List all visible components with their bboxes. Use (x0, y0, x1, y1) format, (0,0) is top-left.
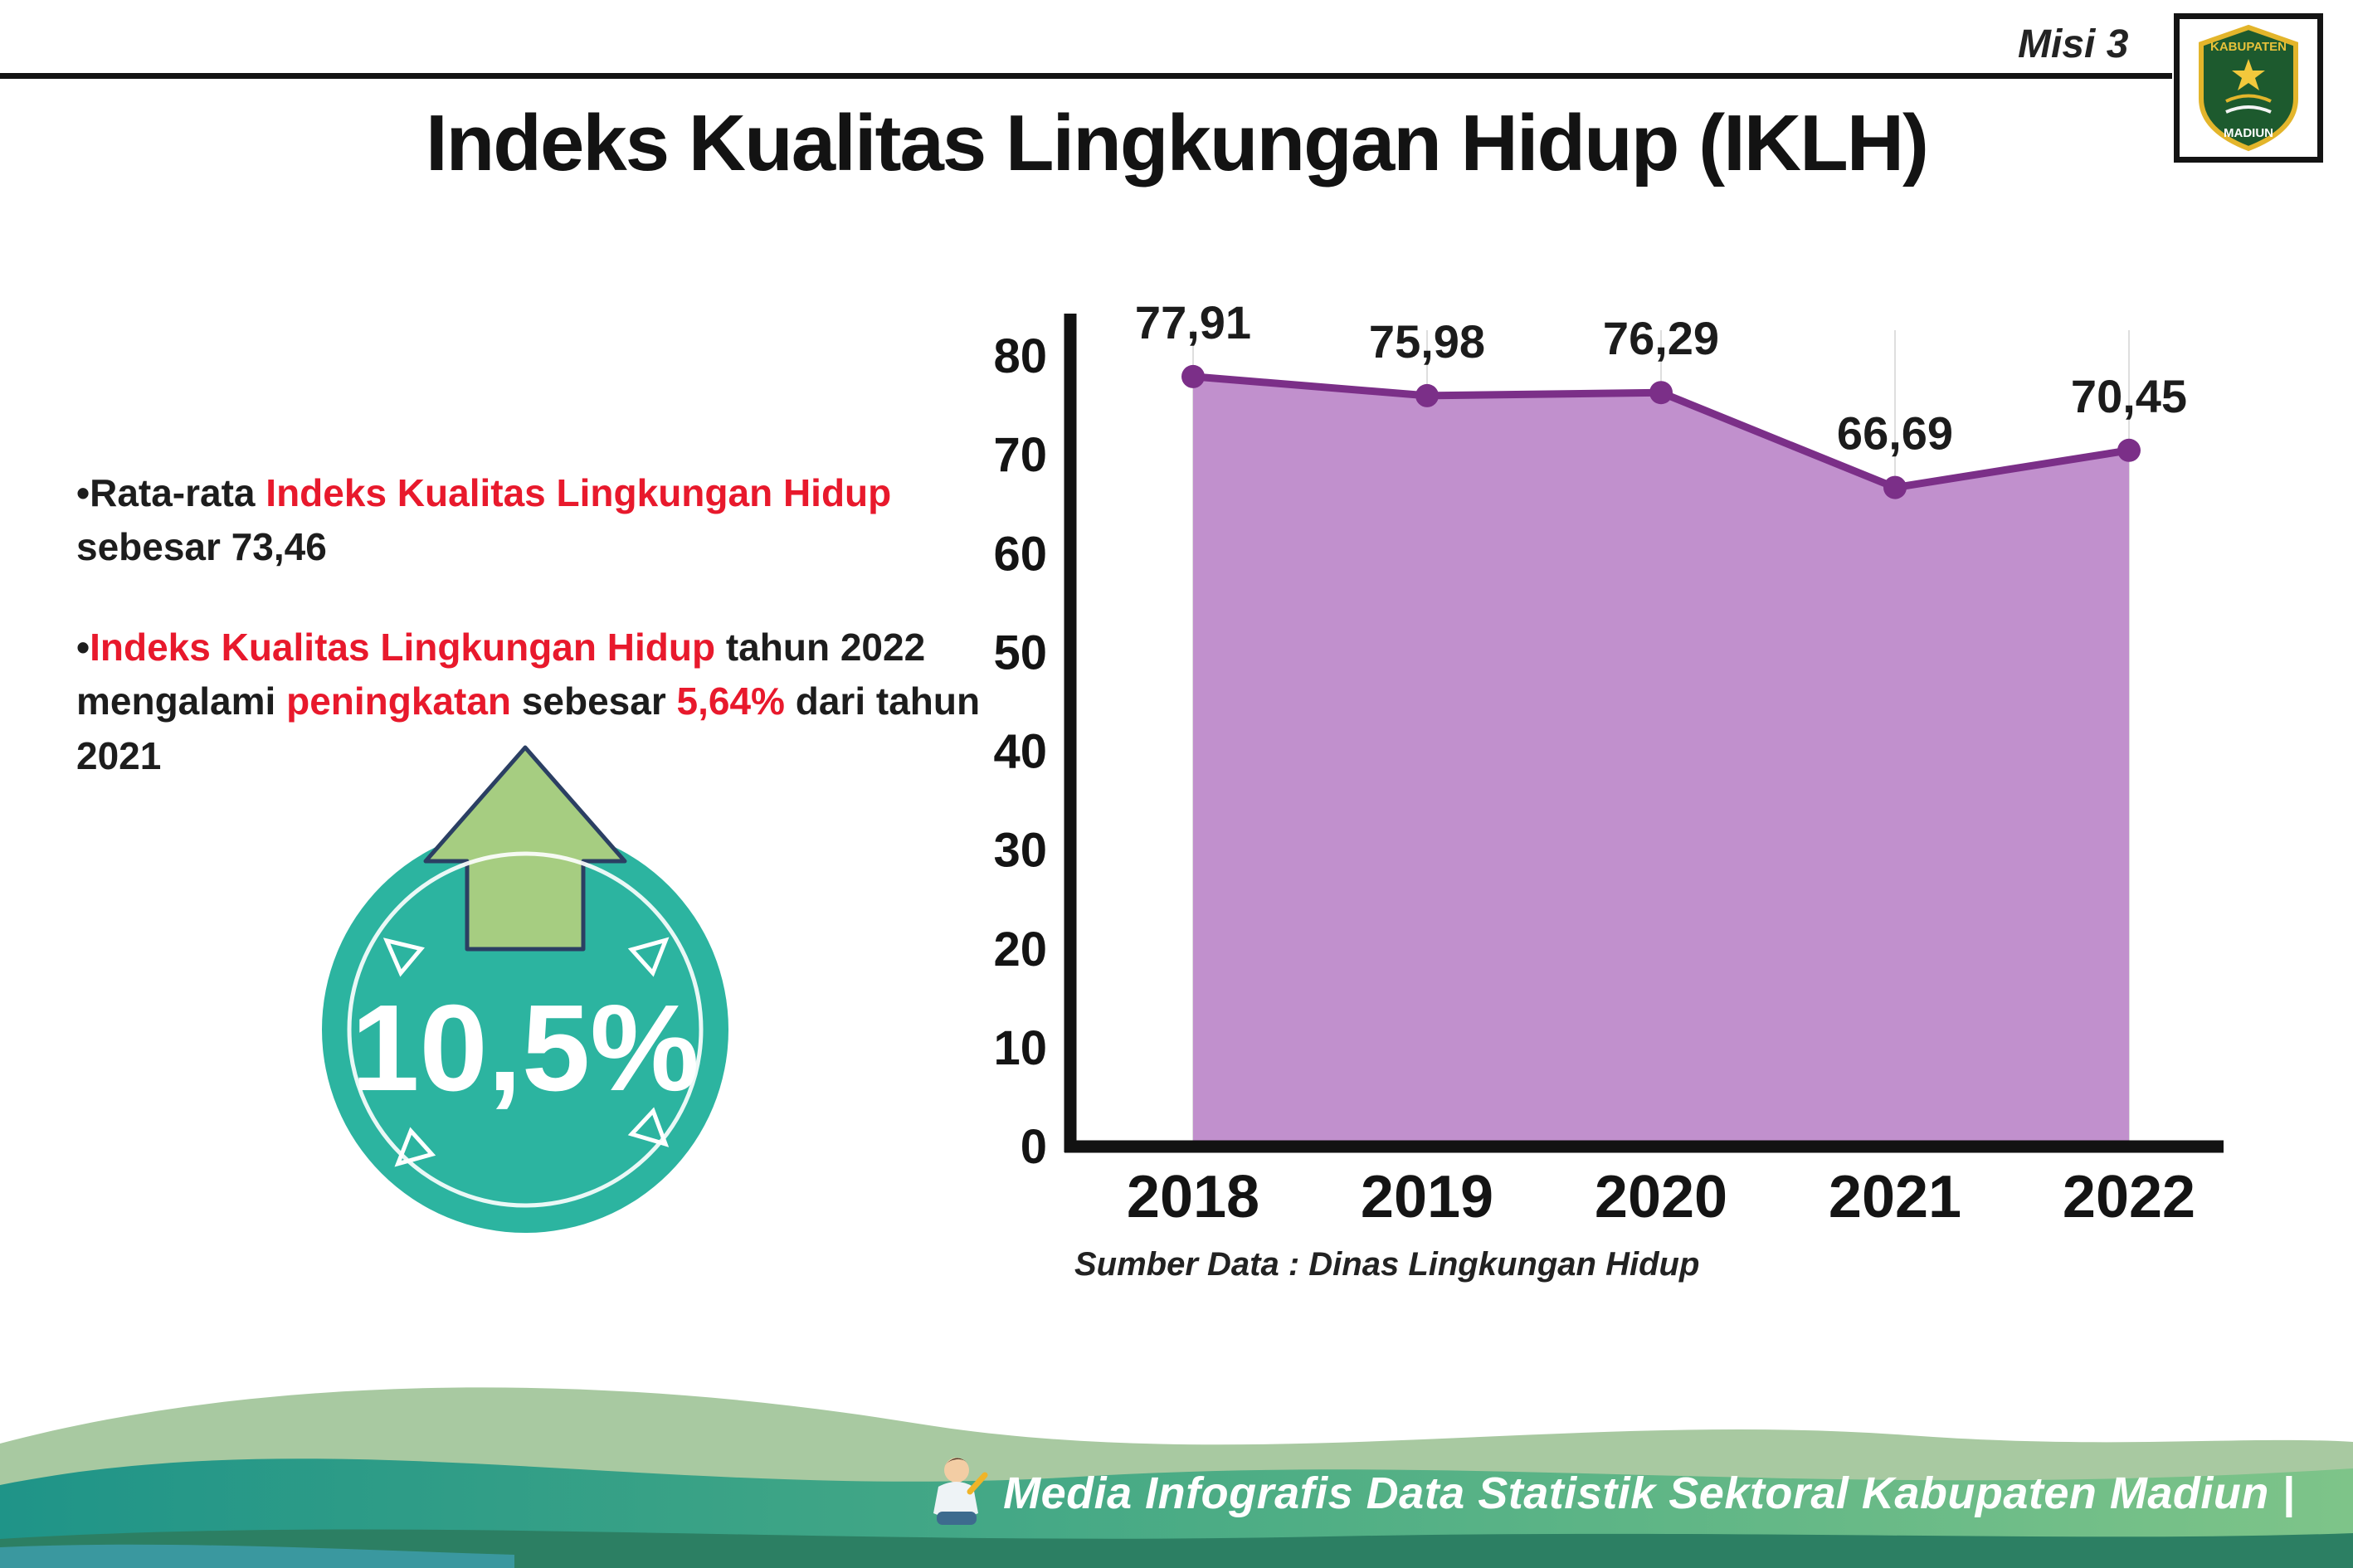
header-divider (0, 73, 2172, 79)
svg-text:50: 50 (993, 626, 1047, 679)
svg-text:2018: 2018 (1127, 1164, 1259, 1230)
svg-text:20: 20 (993, 923, 1047, 976)
badge-tick-triangles (382, 937, 670, 1167)
svg-text:30: 30 (993, 824, 1047, 878)
footer-credit: Media Infografis Data Statistik Sektoral… (922, 1454, 2295, 1533)
kabupaten-madiun-logo: KABUPATEN MADIUN (2174, 13, 2323, 163)
badge-value: 10,5% (351, 980, 699, 1117)
svg-text:76,29: 76,29 (1603, 312, 1719, 364)
page-title: Indeks Kualitas Lingkungan Hidup (IKLH) (425, 99, 1929, 187)
svg-text:2021: 2021 (1829, 1164, 1961, 1230)
svg-text:75,98: 75,98 (1369, 315, 1485, 368)
increase-badge: 10,5% (322, 745, 728, 1233)
svg-text:10: 10 (993, 1021, 1047, 1075)
svg-text:2020: 2020 (1595, 1164, 1727, 1230)
svg-text:70,45: 70,45 (2071, 370, 2187, 422)
svg-text:2019: 2019 (1361, 1164, 1493, 1230)
badge-circle (322, 826, 728, 1233)
svg-text:70: 70 (993, 428, 1047, 482)
svg-text:77,91: 77,91 (1135, 296, 1251, 348)
svg-text:80: 80 (993, 329, 1047, 383)
up-arrow-icon (423, 745, 627, 952)
misi-label: Misi 3 (2018, 22, 2129, 66)
logo-bottom-text: MADIUN (2224, 126, 2273, 140)
crest-icon: KABUPATEN MADIUN (2199, 24, 2298, 152)
svg-text:0: 0 (1021, 1120, 1047, 1174)
bullet-increase-iklh: •Indeks Kualitas Lingkungan Hidup tahun … (76, 626, 981, 777)
data-source-caption: Sumber Data : Dinas Lingkungan Hidup (1074, 1246, 1700, 1283)
mascot-writer-icon (933, 1458, 988, 1525)
svg-text:60: 60 (993, 527, 1047, 581)
svg-text:2022: 2022 (2063, 1164, 2195, 1230)
footer-text: Media Infografis Data Statistik Sektoral… (1003, 1468, 2295, 1518)
bullet-average-iklh: •Rata-rata Indeks Kualitas Lingkungan Hi… (76, 471, 892, 569)
footer-wave-decoration (0, 1387, 2353, 1568)
svg-text:66,69: 66,69 (1837, 407, 1953, 460)
iklh-area-chart: 77,91 75,98 76,29 66,69 70,45 0 10 20 30 40 50 60 70… (993, 296, 2224, 1230)
logo-top-text: KABUPATEN (2210, 40, 2287, 54)
svg-text:40: 40 (993, 725, 1047, 779)
